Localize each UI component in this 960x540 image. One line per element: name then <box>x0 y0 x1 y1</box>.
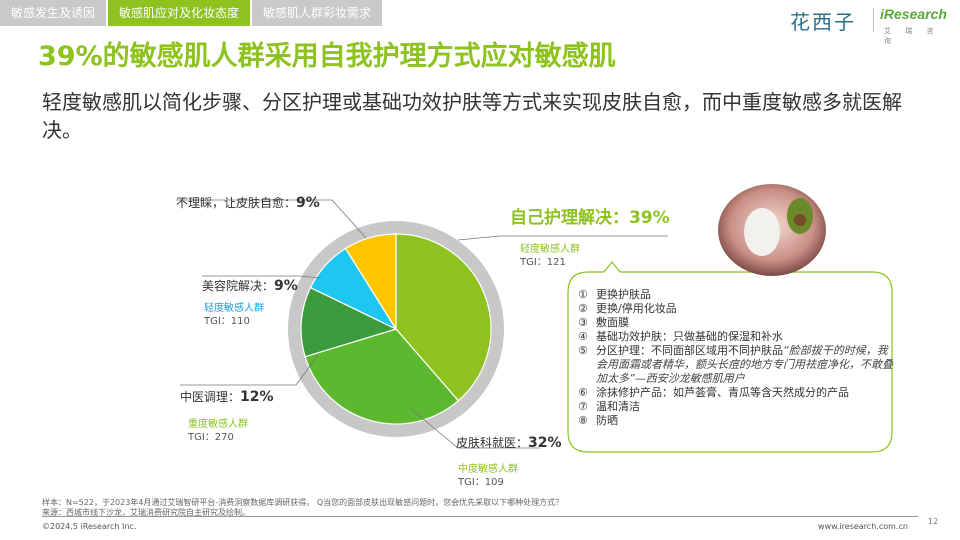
label-beauty-salon-segment: 轻度敏感人群 <box>204 303 264 314</box>
pie-slice-self-care <box>395 233 492 402</box>
label-tcm: 中医调理：12% <box>180 386 274 405</box>
user-quote-source: —西安沙龙敏感肌用户 <box>634 372 745 385</box>
list-item-text: 分区护理：不同面部区域用不同护肤品 <box>596 344 783 357</box>
leader-line-tcm <box>180 354 319 386</box>
brand-logo-iresearch: iResearch <box>880 6 947 22</box>
list-item: ⑥ 涂抹修护产品：如芦荟膏、青瓜等含天然成分的产品 <box>578 386 898 400</box>
face-mask-cream-icon <box>744 208 780 256</box>
list-item-number: ⑧ <box>578 414 588 427</box>
label-tcm-pct: 12% <box>240 389 274 405</box>
label-self-care-tgi: TGI：121 <box>520 257 566 268</box>
list-item-number: ③ <box>578 316 588 329</box>
label-beauty-salon-name: 美容院解决： <box>202 279 275 293</box>
footer-copyright: ©2024.5 iResearch Inc. <box>42 522 137 531</box>
label-dermatology-segment: 中度敏感人群 <box>458 464 518 475</box>
pie-slice-ignore <box>344 233 397 332</box>
tab-makeup-needs[interactable]: 敏感肌人群彩妆需求 <box>252 0 383 26</box>
list-item: ⑤ 分区护理：不同面部区域用不同护肤品“脸部拔干的时候，我会用面霜或者精华，额头长… <box>578 344 898 386</box>
pie-slice-dermatology <box>304 328 460 425</box>
list-item: ⑧ 防晒 <box>578 414 898 428</box>
list-item-text: 防晒 <box>596 414 618 427</box>
label-dermatology-name: 皮肤科就医： <box>456 436 529 450</box>
leader-line-dermatology <box>409 407 540 449</box>
label-ignore-pct: 9% <box>296 195 320 211</box>
label-dermatology-tgi: TGI：109 <box>458 477 504 488</box>
leader-line-self-care <box>457 235 668 241</box>
pie-slice-tcm <box>300 286 398 358</box>
label-self-care-pct: 39% <box>629 208 670 228</box>
label-beauty-salon: 美容院解决：9% <box>202 275 298 294</box>
tab-sensitivity-causes[interactable]: 敏感发生及诱因 <box>0 0 107 26</box>
label-tcm-name: 中医调理： <box>180 390 241 404</box>
list-item-number: ② <box>578 302 588 315</box>
footer-source-note: 来源：西城市线下沙龙，艾瑞消费研究院自主研究及绘制。 <box>42 508 250 517</box>
page-number: 12 <box>928 517 939 526</box>
list-item-number: ④ <box>578 330 588 343</box>
section-tabs: 敏感发生及诱因 敏感肌应对及化妆态度 敏感肌人群彩妆需求 <box>0 0 384 26</box>
list-item: ② 更换/停用化妆品 <box>578 302 898 316</box>
leader-line-ignore <box>176 199 367 239</box>
list-item-text: 更换护肤品 <box>596 288 651 301</box>
list-item-text: 更换/停用化妆品 <box>596 302 677 315</box>
list-item-number: ① <box>578 288 588 301</box>
tab-coping-attitude[interactable]: 敏感肌应对及化妆态度 <box>108 0 251 26</box>
list-item: ④ 基础功效护肤：只做基础的保湿和补水 <box>578 330 898 344</box>
page-title: 39%的敏感肌人群采用自我护理方式应对敏感肌 <box>38 41 616 72</box>
list-item-text: 涂抹修护产品：如芦荟膏、青瓜等含天然成分的产品 <box>596 386 849 399</box>
avocado-seed-icon <box>794 214 806 226</box>
brand-logo-iresearch-cn: 艾 瑞 咨 询 <box>884 27 940 45</box>
label-dermatology-pct: 32% <box>528 435 562 451</box>
list-item: ③ 敷面膜 <box>578 316 898 330</box>
label-dermatology: 皮肤科就医：32% <box>456 432 562 451</box>
list-item-text: 温和清洁 <box>596 400 640 413</box>
page-subtitle: 轻度敏感肌以简化步骤、分区护理或基础功效护肤等方式来实现皮肤自愈，而中重度敏感多… <box>42 90 902 142</box>
label-ignore-name: 不理睬，让皮肤自愈： <box>176 196 297 210</box>
self-care-methods-list: ① 更换护肤品 ② 更换/停用化妆品 ③ 敷面膜 ④ 基础功效护肤：只做基础的保湿和补水… <box>578 288 898 428</box>
list-item: ① 更换护肤品 <box>578 288 898 302</box>
label-ignore: 不理睬，让皮肤自愈：9% <box>176 192 320 211</box>
footer-divider <box>42 516 918 517</box>
logo-divider <box>873 8 874 32</box>
list-item: ⑦ 温和清洁 <box>578 400 898 414</box>
label-self-care-segment: 轻度敏感人群 <box>520 244 580 255</box>
user-quote: “脸部拔干的时候，我会用面霜或者精华，额头长痘的地方专门用祛痘净化，不敢叠加太多… <box>596 344 893 385</box>
brand-logo-huaxizi: 花西子 <box>790 10 856 34</box>
leader-line-beauty-salon <box>202 275 321 279</box>
self-care-callout-box <box>567 261 893 453</box>
list-item-number: ⑥ <box>578 386 588 399</box>
list-item-text: 敷面膜 <box>596 316 629 329</box>
label-tcm-segment: 重度敏感人群 <box>188 419 248 430</box>
label-self-care-name: 自己护理解决： <box>510 208 629 228</box>
list-item-number: ⑦ <box>578 400 588 413</box>
list-item-number: ⑤ <box>578 344 588 357</box>
list-item-text: 基础功效护肤：只做基础的保湿和补水 <box>596 330 783 343</box>
footer-sample-note: 样本：N=522，于2023年4月通过艾瑞智研平台-消费洞察数据库调研获得。 Q… <box>42 498 564 507</box>
label-tcm-tgi: TGI：270 <box>188 432 234 443</box>
label-beauty-salon-pct: 9% <box>274 278 298 294</box>
label-beauty-salon-tgi: TGI：110 <box>204 316 250 327</box>
footer-url[interactable]: www.iresearch.com.cn <box>818 522 908 531</box>
label-self-care: 自己护理解决：39% <box>510 203 670 228</box>
